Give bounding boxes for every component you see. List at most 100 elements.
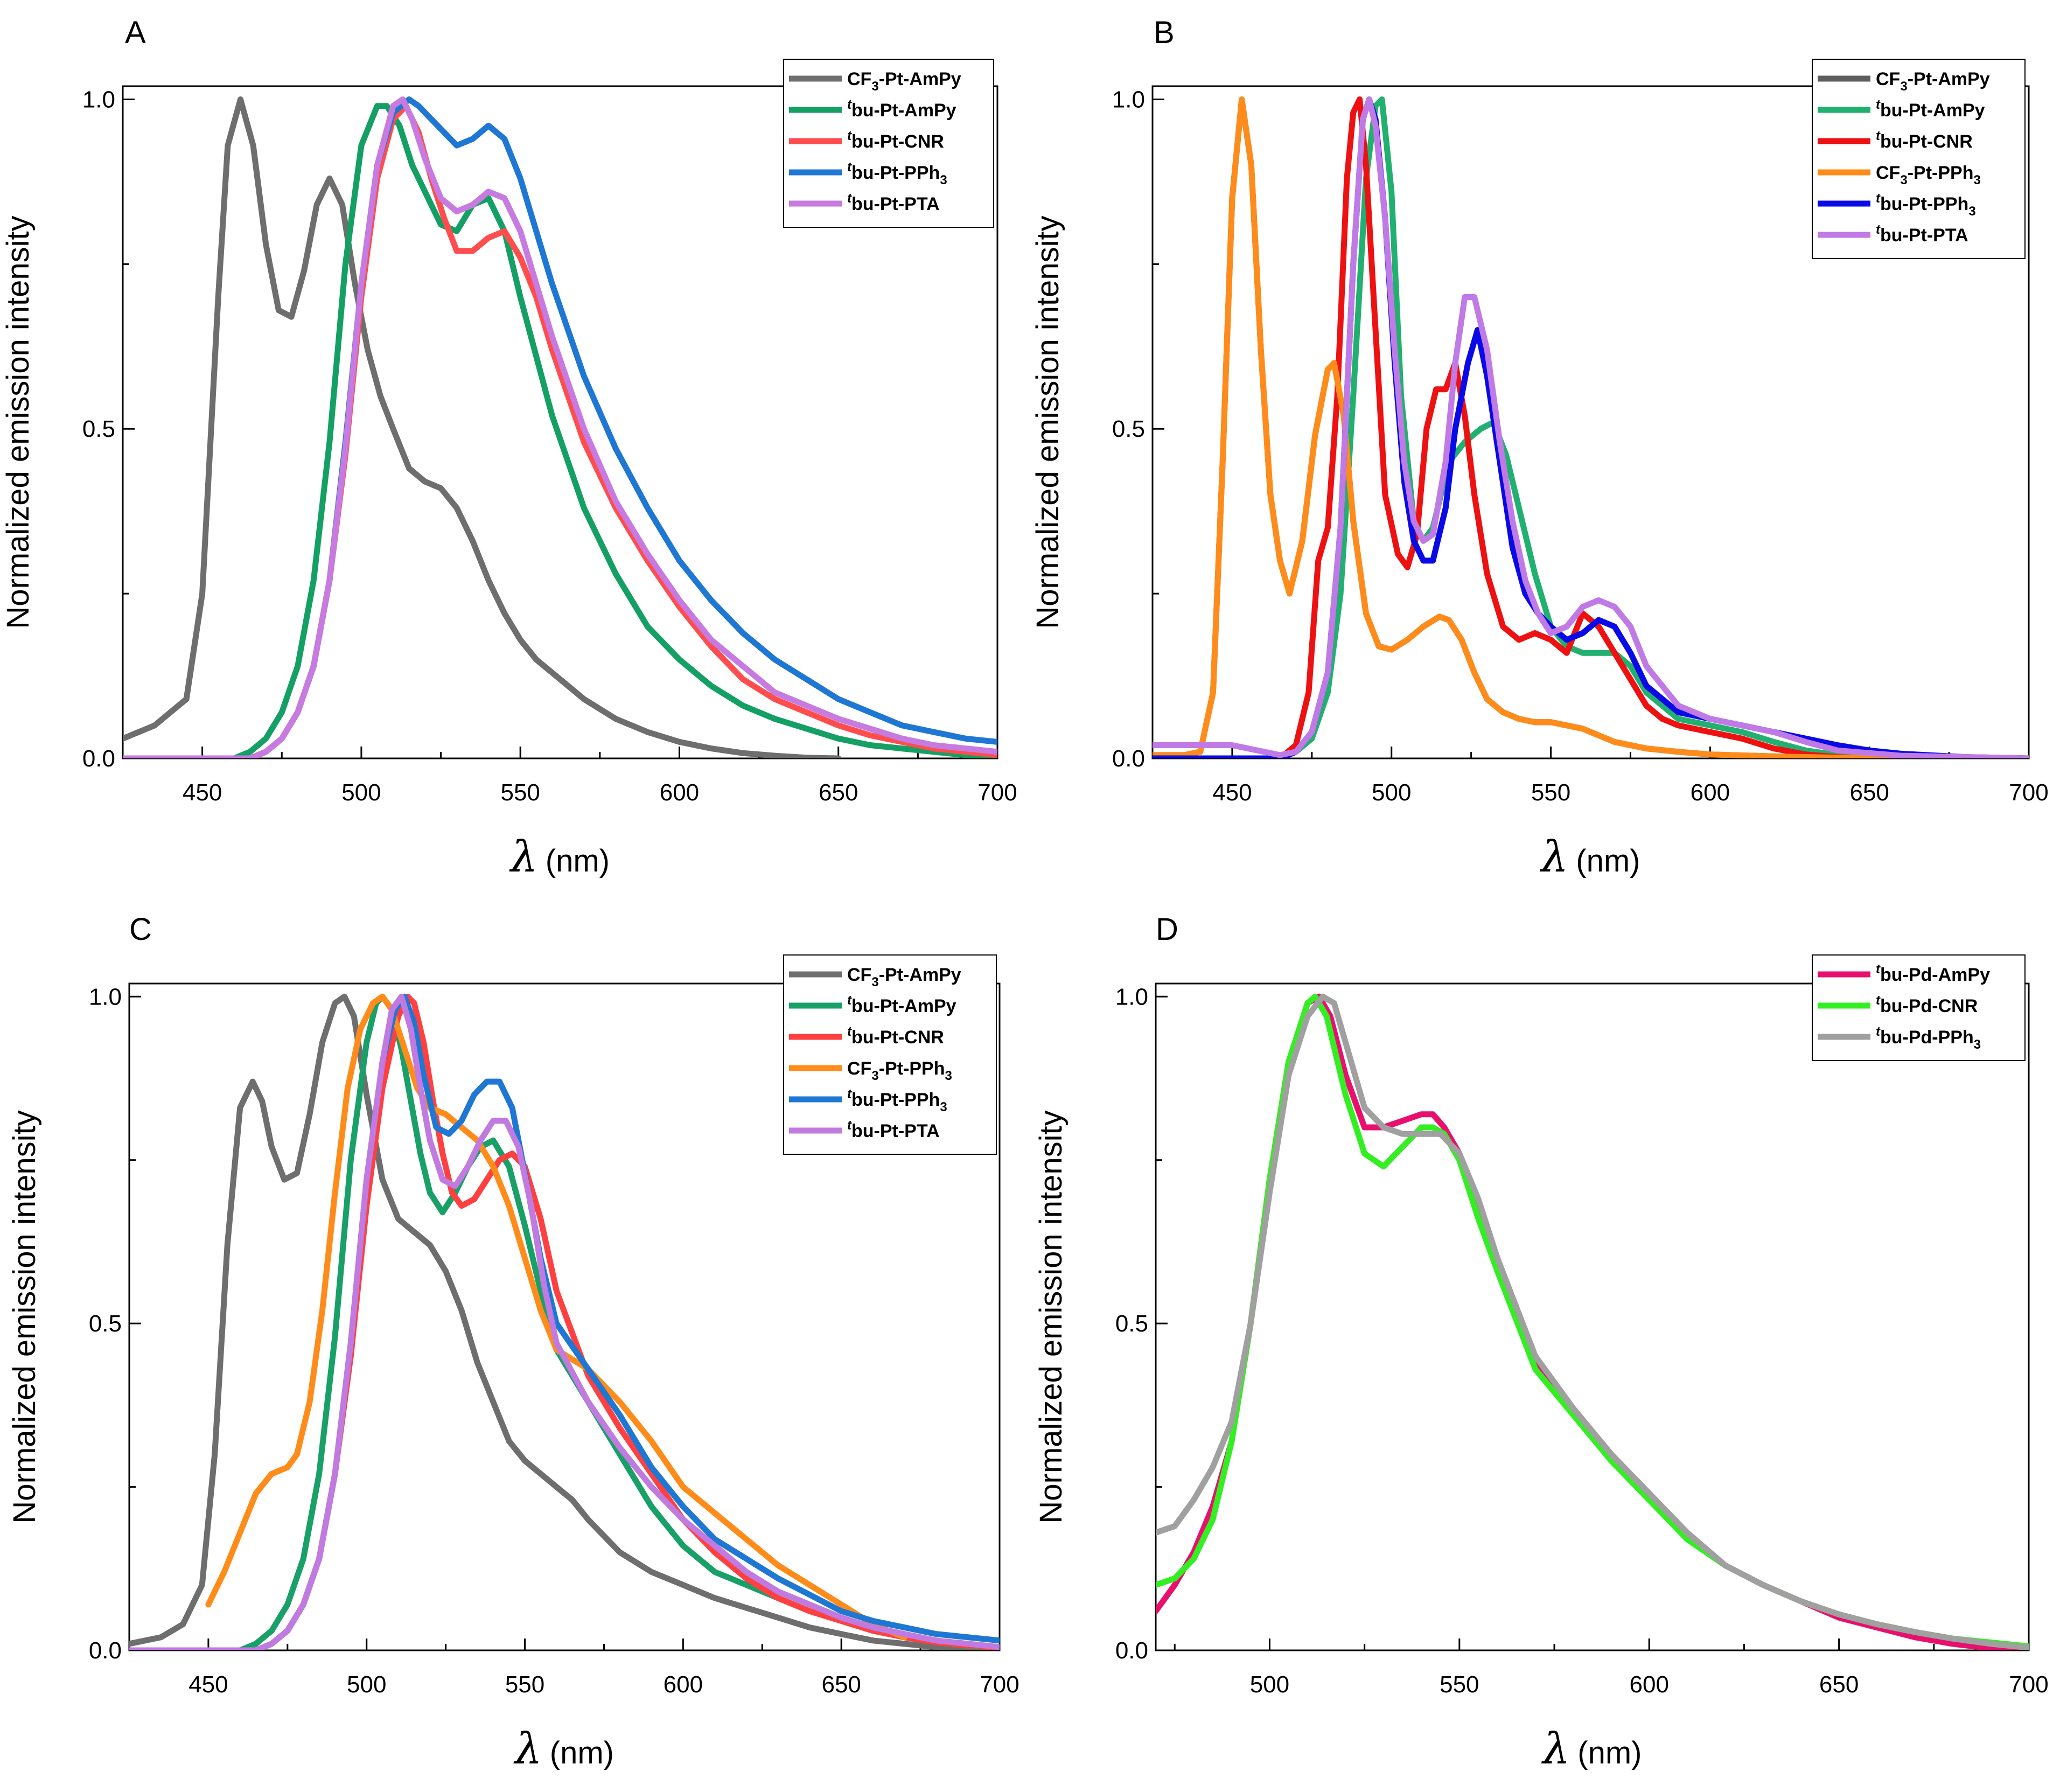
panel-A: 450 500 550 600 650 700 0.0 0.5 1.0 Normalized em… [1,15,1017,882]
y-tick-label: 0.5 [1115,1310,1148,1337]
y-tick-label: 1.0 [1112,86,1145,113]
y-axis-title: Normalized emission intensity [1030,215,1065,629]
x-tick-label: 450 [1212,779,1252,806]
lambda-symbol: λ [513,1724,542,1774]
series-group [123,96,997,758]
x-tick-label: 600 [660,779,699,806]
panel-C: 450 500 550 600 650 700 0.0 0.5 1.0 Normalized em… [7,912,1019,1774]
series-line-CF3-Pt-PPh3 [1153,96,2029,758]
legend-label: tbu-Pd-CNR [1876,993,1978,1016]
legend-label: tbu-Pt-AmPy [847,993,956,1016]
series-line-tbu-Pd-PPh3 [1156,993,2029,1650]
y-tick-label: 0.5 [89,1310,122,1337]
legend-label: tbu-Pt-PTA [847,1118,940,1141]
plot-frame [1151,85,2030,759]
x-axis-unit: (nm) [1576,843,1640,878]
legend-label: tbu-Pt-CNR [1876,129,1973,152]
x-axis-unit: (nm) [546,843,610,878]
plot-frame [128,982,1001,1651]
series-group [1156,993,2029,1650]
series-line-tbu-Pt-PTA [123,96,997,758]
x-tick-label: 550 [1440,1671,1479,1698]
legend-label: CF3-Pt-PPh3 [1876,163,1981,187]
series-line-tbu-Pt-PTA [129,993,1000,1650]
y-axis-title: Normalized emission intensity [1,215,36,629]
y-tick-label: 0.0 [89,1637,122,1664]
x-tick-label: 550 [500,779,540,806]
x-tick-label: 650 [821,1671,861,1698]
y-tick-label: 1.0 [89,984,122,1010]
legend-label: tbu-Pt-PPh3 [847,1087,947,1114]
x-tick-label: 450 [188,1671,228,1698]
legend-label: tbu-Pt-PTA [847,191,940,214]
x-tick-label: 500 [341,779,381,806]
x-tick-label: 700 [2009,1671,2048,1698]
y-tick-label: 0.5 [1112,416,1145,442]
series-line-CF3-Pt-PPh3 [205,993,908,1641]
legend-label: tbu-Pt-PPh3 [847,160,947,187]
legend-label: tbu-Pt-AmPy [1876,97,1985,121]
y-tick-label: 0.5 [82,416,115,442]
series-group [1153,96,2029,758]
x-tick-label: 700 [980,1671,1019,1698]
panel-D: 500 550 600 650 700 0.0 0.5 1.0 Normalized emiss… [1034,912,2049,1774]
x-axis-unit: (nm) [1577,1735,1642,1770]
legend-label: CF3-Pt-PPh3 [847,1058,952,1083]
plot-frame [1155,982,2030,1651]
legend-label: CF3-Pt-AmPy [847,965,961,989]
y-tick-label: 0.0 [1112,745,1145,772]
series-line-tbu-Pt-PTA [1153,96,2029,758]
plot-frame [122,85,998,759]
x-tick-label: 550 [1531,779,1570,806]
x-tick-label: 650 [819,779,858,806]
x-axis-title: λ (nm) [509,832,610,882]
x-tick-label: 450 [183,779,222,806]
lambda-symbol: λ [1541,1724,1570,1774]
x-tick-label: 600 [664,1671,703,1698]
panel-letter: B [1154,15,1175,50]
x-tick-label: 700 [977,779,1017,806]
legend-label: tbu-Pt-AmPy [847,97,956,121]
panel-letter: D [1156,912,1178,947]
y-tick-label: 1.0 [82,86,115,113]
series-line-CF3-Pt-AmPy [123,96,842,758]
legend-box [1812,59,2026,259]
y-tick-label: 1.0 [1115,984,1148,1010]
y-axis-title: Normalized emission intensity [7,1110,42,1523]
series-group [129,993,1000,1650]
lambda-symbol: λ [509,832,538,882]
x-tick-label: 600 [1691,779,1730,806]
x-tick-label: 550 [505,1671,544,1698]
panel-letter: C [129,912,152,947]
legend: CF3-Pt-AmPy tbu-Pt-AmPy tbu-Pt-CNR CF3-Pt-P… [783,954,997,1155]
series-line-tbu-Pt-AmPy [123,103,997,758]
series-line-tbu-Pt-CNR [1153,96,2029,758]
x-tick-label: 650 [1819,1671,1859,1698]
legend-label: tbu-Pt-PTA [1876,222,1968,246]
legend-label: CF3-Pt-AmPy [1876,69,1990,94]
x-axis-title: λ (nm) [1540,832,1640,882]
x-tick-label: 500 [347,1671,386,1698]
legend-label: CF3-Pt-AmPy [847,69,961,94]
legend-label: tbu-Pd-PPh3 [1876,1024,1981,1052]
legend-label: tbu-Pt-CNR [847,129,944,152]
x-tick-label: 600 [1630,1671,1669,1698]
legend-label: tbu-Pt-PPh3 [1876,191,1976,219]
legend-label: tbu-Pt-CNR [847,1024,944,1048]
series-line-CF3-Pt-AmPy [129,993,1000,1650]
lambda-symbol: λ [1540,832,1569,882]
x-tick-label: 650 [1849,779,1889,806]
x-axis-unit: (nm) [550,1735,614,1770]
legend: tbu-Pd-AmPy tbu-Pd-CNR tbu-Pd-PPh3 [1812,954,2026,1061]
legend-label: tbu-Pd-AmPy [1876,962,1990,985]
y-tick-label: 0.0 [82,745,115,772]
panel-letter: A [125,15,146,50]
y-tick-label: 0.0 [1115,1637,1148,1664]
x-axis-title: λ (nm) [1541,1724,1642,1774]
y-axis-title: Normalized emission intensity [1034,1110,1069,1523]
legend-box [783,954,997,1155]
panel-B: 450 500 550 600 650 700 0.0 0.5 1.0 Normalized em… [1030,15,2049,882]
x-tick-label: 500 [1250,1671,1289,1698]
